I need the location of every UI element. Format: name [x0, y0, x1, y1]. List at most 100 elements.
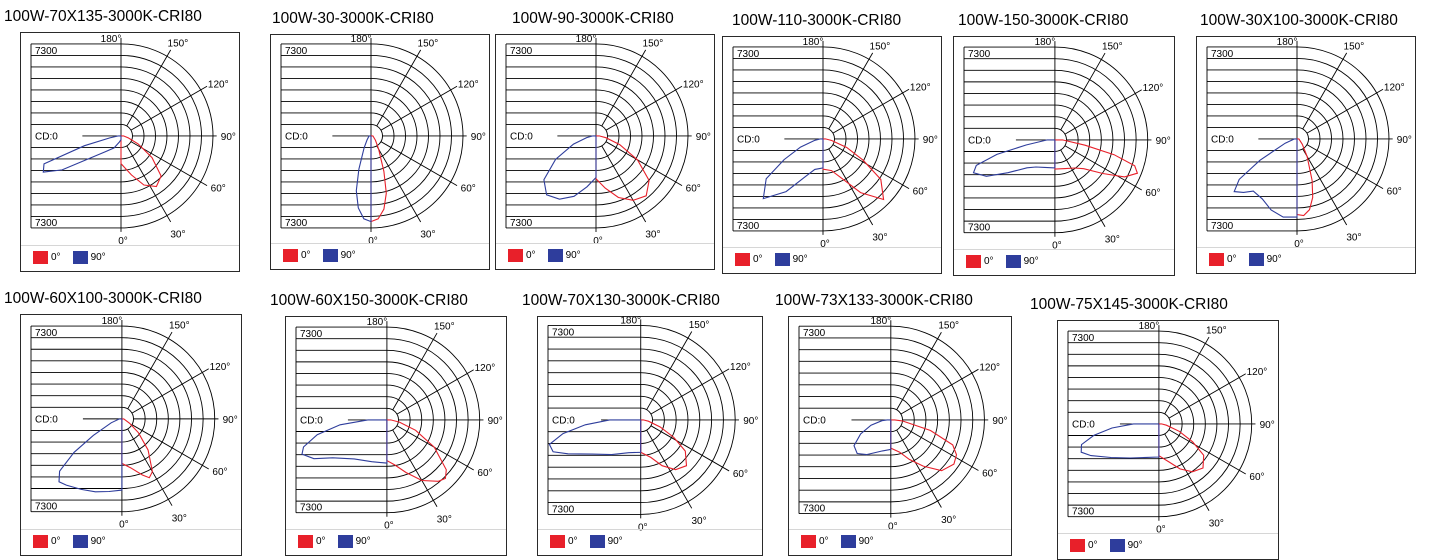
radial-line — [646, 331, 693, 410]
legend-separator — [496, 243, 714, 244]
polar-label: 180° — [576, 34, 597, 45]
polar-label: 7300 — [737, 221, 760, 232]
polar-label: 150° — [870, 41, 891, 52]
legend-label-c0: 0° — [51, 252, 61, 263]
polar-label: 7300 — [1072, 507, 1095, 518]
polar-label: 7300 — [803, 328, 826, 339]
polar-label: 120° — [979, 362, 1000, 373]
polar-label: 7300 — [968, 223, 991, 234]
polar-chart-panel: 7300 7300 CD:0 180° 150° 120° 90° 60° 30° 0° 0° 90° — [537, 315, 763, 556]
legend-swatch-c90 — [1005, 255, 1021, 268]
legend-swatch-c0 — [508, 249, 523, 262]
polar-label: 120° — [730, 362, 751, 373]
chart-title: 100W-30-3000K-CRI80 — [272, 10, 434, 27]
polar-label: CD:0 — [1211, 134, 1234, 145]
radial-line — [601, 145, 647, 223]
radial-line — [832, 144, 910, 189]
polar-label: 150° — [689, 320, 710, 331]
polar-label: 0° — [593, 236, 603, 247]
radial-line — [832, 88, 910, 134]
polar-label: 120° — [1143, 83, 1164, 94]
polar-label: 60° — [982, 468, 997, 479]
polar-chart-panel: 7300 7300 CD:0 180° 150° 120° 90° 60° 30° 0° 0° 90° — [788, 316, 1012, 556]
legend-swatch-c0 — [298, 535, 313, 548]
polar-label: 60° — [1387, 186, 1402, 197]
grid-ring — [386, 407, 399, 432]
polar-label: 7300 — [300, 503, 323, 514]
legend-separator — [21, 529, 241, 530]
polar-label: 90° — [923, 135, 938, 146]
polar-label: CD:0 — [552, 415, 575, 426]
legend-swatch-c90 — [1109, 539, 1125, 552]
polar-label: CD:0 — [510, 131, 533, 142]
polar-label: 180° — [1139, 321, 1160, 332]
polar-label: 60° — [212, 467, 227, 478]
radial-line — [1060, 52, 1106, 131]
legend-swatch-c0 — [966, 255, 981, 268]
radial-line — [131, 424, 209, 470]
grid-ring — [121, 406, 134, 431]
polar-plot: 7300 7300 CD:0 180° 150° 120° 90° 60° 30° 0° — [1206, 37, 1412, 250]
radial-line — [605, 85, 683, 131]
series-c0-curve — [890, 419, 958, 472]
chart-title: 100W-75X145-3000K-CRI80 — [1030, 296, 1228, 313]
legend-swatch-c90 — [72, 535, 88, 548]
polar-label: 7300 — [35, 46, 58, 57]
series-c0-curve — [822, 138, 885, 201]
polar-label: 180° — [102, 316, 123, 327]
polar-label: 120° — [458, 79, 479, 90]
polar-plot: 7300 7300 CD:0 180° 150° 120° 90° 60° 30° 0° — [295, 317, 503, 532]
series-c90-curve — [762, 138, 824, 200]
polar-label: 60° — [686, 183, 701, 194]
grid-ring — [370, 123, 383, 148]
polar-plot: 7300 7300 CD:0 180° 150° 120° 90° 60° 30° 0° — [732, 37, 938, 250]
legend-swatch-c90 — [337, 535, 353, 548]
series-c90-curve — [301, 419, 388, 464]
polar-label: 60° — [913, 186, 928, 197]
legend: 0° 90° — [33, 535, 118, 549]
polar-chart-panel: 7300 7300 CD:0 180° 150° 120° 90° 60° 30° 0° 0° 90° — [285, 316, 507, 556]
series-c90-curve — [1233, 138, 1298, 218]
radial-line — [127, 428, 173, 506]
legend-label-c0: 0° — [1227, 254, 1237, 265]
series-c0-curve — [595, 135, 650, 201]
polar-label: CD:0 — [968, 135, 991, 146]
chart-title: 100W-110-3000K-CRI80 — [732, 12, 902, 29]
polar-label: 150° — [1206, 325, 1227, 336]
polar-label: 7300 — [552, 504, 575, 515]
polar-label: 0° — [1156, 525, 1166, 536]
legend-label-c0: 0° — [526, 250, 536, 261]
radial-line — [392, 332, 438, 411]
series-c90-curve — [543, 135, 597, 200]
legend: 0° 90° — [298, 535, 383, 549]
chart-title: 100W-60X100-3000K-CRI80 — [4, 290, 202, 307]
legend-swatch-c90 — [547, 249, 563, 262]
legend-swatch-c0 — [283, 249, 298, 262]
polar-label: CD:0 — [35, 414, 58, 425]
legend-separator — [789, 529, 1011, 530]
polar-label: 150° — [938, 321, 959, 332]
polar-label: 7300 — [35, 328, 58, 339]
series-c0-curve — [370, 135, 387, 223]
grid-ring — [890, 407, 903, 433]
polar-label: 150° — [1344, 41, 1365, 52]
polar-plot: 7300 7300 CD:0 180° 150° 120° 90° 60° 30° 0° — [505, 34, 711, 247]
polar-plot: 7300 7300 CD:0 180° 150° 120° 90° 60° 30° 0° — [963, 37, 1171, 252]
polar-label: 180° — [101, 34, 122, 45]
polar-chart-panel: 7300 7300 CD:0 180° 150° 120° 90° 60° 30° 0° 0° 90° — [1196, 36, 1416, 274]
legend: 0° 90° — [33, 251, 118, 265]
polar-label: 60° — [733, 469, 748, 480]
polar-chart-panel: 7300 7300 CD:0 180° 150° 120° 90° 60° 30° 0° 0° 90° — [20, 32, 240, 272]
radial-line — [1306, 88, 1384, 134]
polar-label: 120° — [683, 79, 704, 90]
polar-label: 7300 — [737, 49, 760, 60]
polar-label: 0° — [638, 522, 648, 533]
polar-label: 7300 — [1072, 333, 1095, 344]
polar-label: 90° — [223, 415, 238, 426]
polar-label: 150° — [643, 38, 664, 49]
series-c0-curve — [1054, 139, 1139, 178]
radial-line — [896, 332, 942, 410]
radial-line — [127, 331, 173, 410]
legend-swatch-c0 — [550, 535, 565, 548]
legend-separator — [271, 243, 489, 244]
